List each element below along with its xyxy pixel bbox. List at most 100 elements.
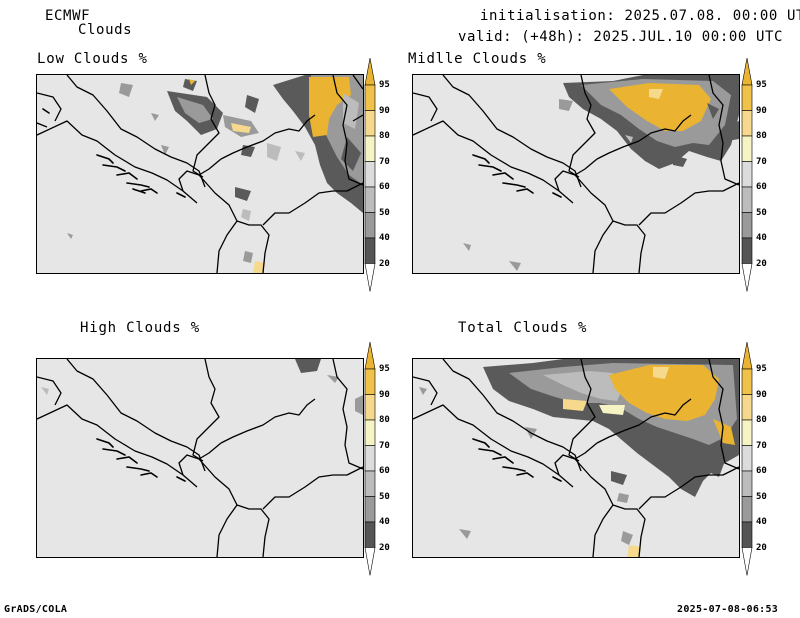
colorbar-label: 90 (379, 389, 390, 400)
map-low-clouds (36, 74, 364, 274)
colorbar-bottom-arrow (741, 547, 753, 576)
low-clouds-borders (37, 75, 363, 273)
footer-timestamp: 2025-07-08-06:53 (677, 604, 779, 615)
colorbar-label: 40 (756, 517, 767, 527)
colorbar-bottom-arrow (364, 547, 376, 576)
colorbar-label: 70 (379, 440, 390, 451)
colorbar-swatches (364, 57, 376, 292)
colorbar-swatch (364, 394, 376, 421)
colorbar-bottom-arrow (364, 263, 376, 292)
colorbar-swatch (364, 161, 376, 188)
colorbar-middle-clouds: 95 90 80 70 60 50 40 20 (741, 57, 781, 293)
colorbar-swatch (364, 470, 376, 497)
colorbar-swatches (364, 341, 376, 576)
colorbar-swatch (364, 368, 376, 395)
high-clouds-islands (96, 438, 186, 482)
middle-clouds-field (413, 75, 739, 273)
middle-clouds-borders (413, 75, 739, 273)
colorbar-swatch (741, 496, 753, 523)
low-clouds-patches (67, 75, 363, 273)
colorbar-swatch (364, 135, 376, 162)
high-clouds-borders (37, 359, 363, 557)
colorbar-label: 95 (756, 364, 767, 374)
map-total-clouds (412, 358, 740, 558)
colorbar-label: 70 (756, 156, 767, 167)
colorbar-swatch (364, 84, 376, 111)
colorbar-swatch (741, 368, 753, 395)
high-clouds-field (37, 359, 363, 557)
map-high-clouds (36, 358, 364, 558)
colorbar-label: 95 (379, 80, 390, 90)
colorbar-swatch (364, 496, 376, 523)
colorbar-label: 80 (756, 415, 767, 425)
colorbar-label: 80 (379, 131, 390, 141)
colorbar-swatch (364, 110, 376, 137)
total-clouds-field (413, 359, 739, 557)
colorbar-top-arrow (364, 57, 376, 86)
colorbar-label: 90 (379, 105, 390, 116)
colorbar-swatch (741, 135, 753, 162)
colorbar-label: 20 (379, 542, 390, 553)
valid-time: valid: (+48h): 2025.JUL.10 00:00 UTC (458, 29, 784, 45)
colorbar-swatch (364, 186, 376, 213)
total-clouds-patches (419, 359, 739, 557)
colorbar-swatch (741, 394, 753, 421)
map-middle-clouds (412, 74, 740, 274)
colorbar-label: 20 (756, 542, 767, 553)
colorbar-top-arrow (364, 341, 376, 370)
low-clouds-field (37, 75, 363, 273)
middle-clouds-patches (463, 75, 739, 271)
high-clouds-patches (41, 359, 363, 415)
total-clouds-islands (472, 438, 562, 482)
colorbar-label: 50 (756, 207, 767, 218)
panel-title-low-clouds: Low Clouds % (37, 51, 148, 67)
panel-title-middle-clouds: Midlle Clouds % (408, 51, 547, 67)
colorbar-label: 90 (756, 105, 767, 116)
colorbar-label: 95 (379, 364, 390, 374)
colorbar-swatch (741, 445, 753, 472)
colorbar-label: 60 (379, 466, 390, 476)
colorbar-high-clouds: 95 90 80 70 60 50 40 20 (364, 341, 404, 577)
colorbar-label: 40 (379, 233, 390, 243)
colorbar-label: 50 (379, 207, 390, 218)
colorbar-label: 20 (756, 258, 767, 269)
colorbar-swatch (741, 161, 753, 188)
colorbar-label: 80 (379, 415, 390, 425)
colorbar-label: 20 (379, 258, 390, 269)
middle-clouds-islands (472, 154, 562, 198)
product-label: Clouds (78, 22, 133, 38)
colorbar-swatch (364, 521, 376, 548)
colorbar-label: 90 (756, 389, 767, 400)
colorbar-swatch (741, 470, 753, 497)
colorbar-swatch (741, 419, 753, 446)
panel-title-total-clouds: Total Clouds % (458, 320, 588, 336)
colorbar-swatches (741, 57, 753, 292)
colorbar-swatch (741, 212, 753, 239)
total-clouds-borders (413, 359, 739, 557)
colorbar-label: 70 (756, 440, 767, 451)
colorbar-label: 50 (379, 491, 390, 502)
colorbar-label: 70 (379, 156, 390, 167)
init-time: initialisation: 2025.07.08. 00:00 UTC (480, 8, 800, 24)
colorbar-low-clouds: 95 90 80 70 60 50 40 20 (364, 57, 404, 293)
colorbar-swatch (364, 445, 376, 472)
colorbar-top-arrow (741, 341, 753, 370)
colorbar-swatch (741, 110, 753, 137)
colorbar-label: 60 (379, 182, 390, 192)
colorbar-label: 60 (756, 182, 767, 192)
colorbar-swatch (741, 521, 753, 548)
colorbar-swatch (741, 237, 753, 264)
colorbar-label: 95 (756, 80, 767, 90)
colorbar-total-clouds: 95 90 80 70 60 50 40 20 (741, 341, 781, 577)
model-label: ECMWF (45, 8, 91, 24)
colorbar-top-arrow (741, 57, 753, 86)
colorbar-bottom-arrow (741, 263, 753, 292)
colorbar-label: 40 (379, 517, 390, 527)
panel-title-high-clouds: High Clouds % (80, 320, 200, 336)
footer-software: GrADS/COLA (4, 604, 68, 615)
colorbar-label: 80 (756, 131, 767, 141)
low-clouds-islands (42, 108, 186, 198)
colorbar-label: 60 (756, 466, 767, 476)
colorbar-label: 40 (756, 233, 767, 243)
colorbar-swatch (364, 237, 376, 264)
